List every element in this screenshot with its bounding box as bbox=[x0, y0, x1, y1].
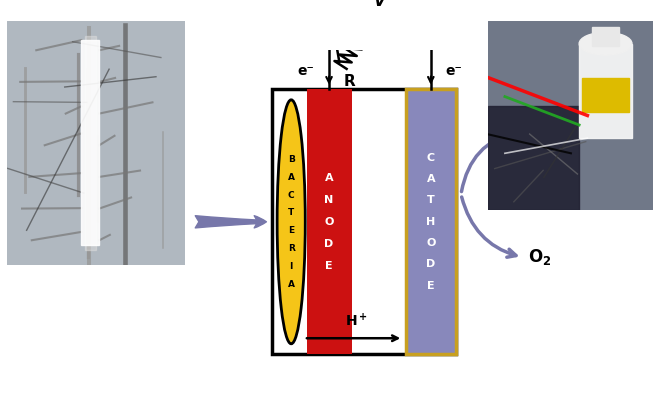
Text: E: E bbox=[427, 281, 435, 291]
Text: H: H bbox=[426, 217, 436, 227]
Text: T: T bbox=[427, 195, 435, 205]
Ellipse shape bbox=[579, 32, 632, 55]
Text: E: E bbox=[325, 261, 333, 271]
Text: A: A bbox=[426, 174, 435, 184]
Bar bbox=[306, 89, 352, 354]
Text: C: C bbox=[427, 153, 435, 163]
Bar bbox=[81, 40, 99, 245]
Bar bbox=[582, 78, 628, 112]
Bar bbox=[488, 106, 579, 210]
Text: R: R bbox=[288, 244, 294, 253]
Text: V: V bbox=[374, 0, 386, 9]
Text: A: A bbox=[288, 173, 295, 182]
Text: N: N bbox=[325, 195, 334, 205]
Text: Organic
Matter: Organic Matter bbox=[113, 193, 180, 225]
Text: e⁻: e⁻ bbox=[446, 64, 462, 79]
Bar bbox=[272, 89, 456, 354]
Text: D: D bbox=[426, 260, 436, 270]
Text: O: O bbox=[426, 238, 436, 248]
Text: $\mathbf{H_20}$: $\mathbf{H_20}$ bbox=[527, 122, 560, 141]
Text: A: A bbox=[325, 173, 333, 183]
Text: C: C bbox=[288, 191, 294, 200]
Text: B: B bbox=[288, 155, 294, 164]
Circle shape bbox=[353, 0, 407, 19]
Text: T: T bbox=[288, 208, 294, 218]
Text: O: O bbox=[324, 217, 334, 227]
Bar bbox=[593, 27, 619, 45]
Text: e⁻: e⁻ bbox=[298, 64, 314, 79]
Bar bbox=[85, 36, 96, 250]
Ellipse shape bbox=[277, 100, 306, 344]
Text: D: D bbox=[325, 239, 334, 249]
Text: E: E bbox=[288, 226, 294, 235]
Text: $\mathbf{O_2}$: $\mathbf{O_2}$ bbox=[527, 247, 551, 268]
Bar bbox=[579, 44, 632, 138]
Text: $\mathbf{H^+}$: $\mathbf{H^+}$ bbox=[345, 312, 368, 329]
Text: I: I bbox=[290, 262, 293, 271]
Bar bbox=[406, 89, 456, 354]
Text: A: A bbox=[288, 280, 295, 289]
Text: R: R bbox=[343, 74, 355, 89]
